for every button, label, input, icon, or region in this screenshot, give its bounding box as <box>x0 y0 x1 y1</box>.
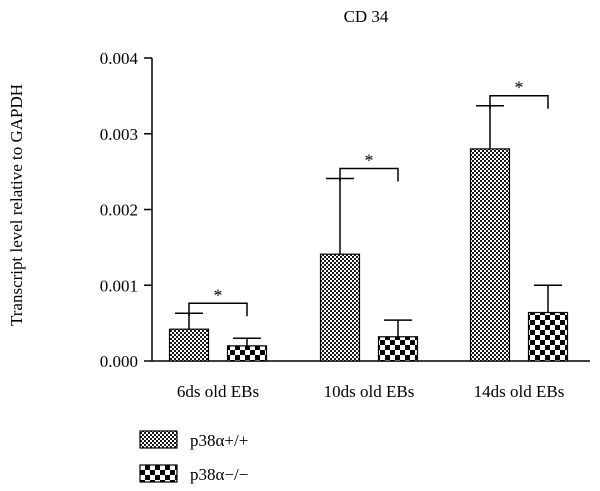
y-tick-label: 0.003 <box>100 125 138 144</box>
x-tick-label: 10ds old EBs <box>324 382 415 401</box>
legend-label: p38α−/− <box>190 465 248 484</box>
bar <box>377 336 419 362</box>
legend-swatch <box>139 464 178 483</box>
bar <box>168 328 210 362</box>
legend: p38α+/+ p38α−/− <box>139 430 248 484</box>
significance-bracket <box>489 94 549 109</box>
legend-label: p38α+/+ <box>190 431 248 450</box>
significance-bracket <box>339 167 399 182</box>
bar <box>469 148 511 362</box>
y-axis-label: Transcript level relative to GAPDH <box>7 84 26 326</box>
chart-title: CD 34 <box>344 7 389 26</box>
bar <box>527 311 569 362</box>
x-tick-label: 6ds old EBs <box>177 382 259 401</box>
significance-marker: * <box>365 150 374 170</box>
y-tick-label: 0.004 <box>100 49 139 68</box>
legend-swatch <box>139 430 178 449</box>
plot-area: 0.000 0.001 0.002 0.003 0.004 6ds old EBs * 10d… <box>100 49 590 401</box>
significance-marker: * <box>515 78 524 98</box>
y-tick-label: 0.002 <box>100 201 138 220</box>
bar <box>226 345 268 362</box>
x-tick-label: 14ds old EBs <box>474 382 565 401</box>
y-tick-label: 0.001 <box>100 276 138 295</box>
significance-bracket <box>188 302 248 317</box>
significance-marker: * <box>214 285 223 305</box>
y-tick-label: 0.000 <box>100 352 138 371</box>
bar <box>319 253 361 362</box>
